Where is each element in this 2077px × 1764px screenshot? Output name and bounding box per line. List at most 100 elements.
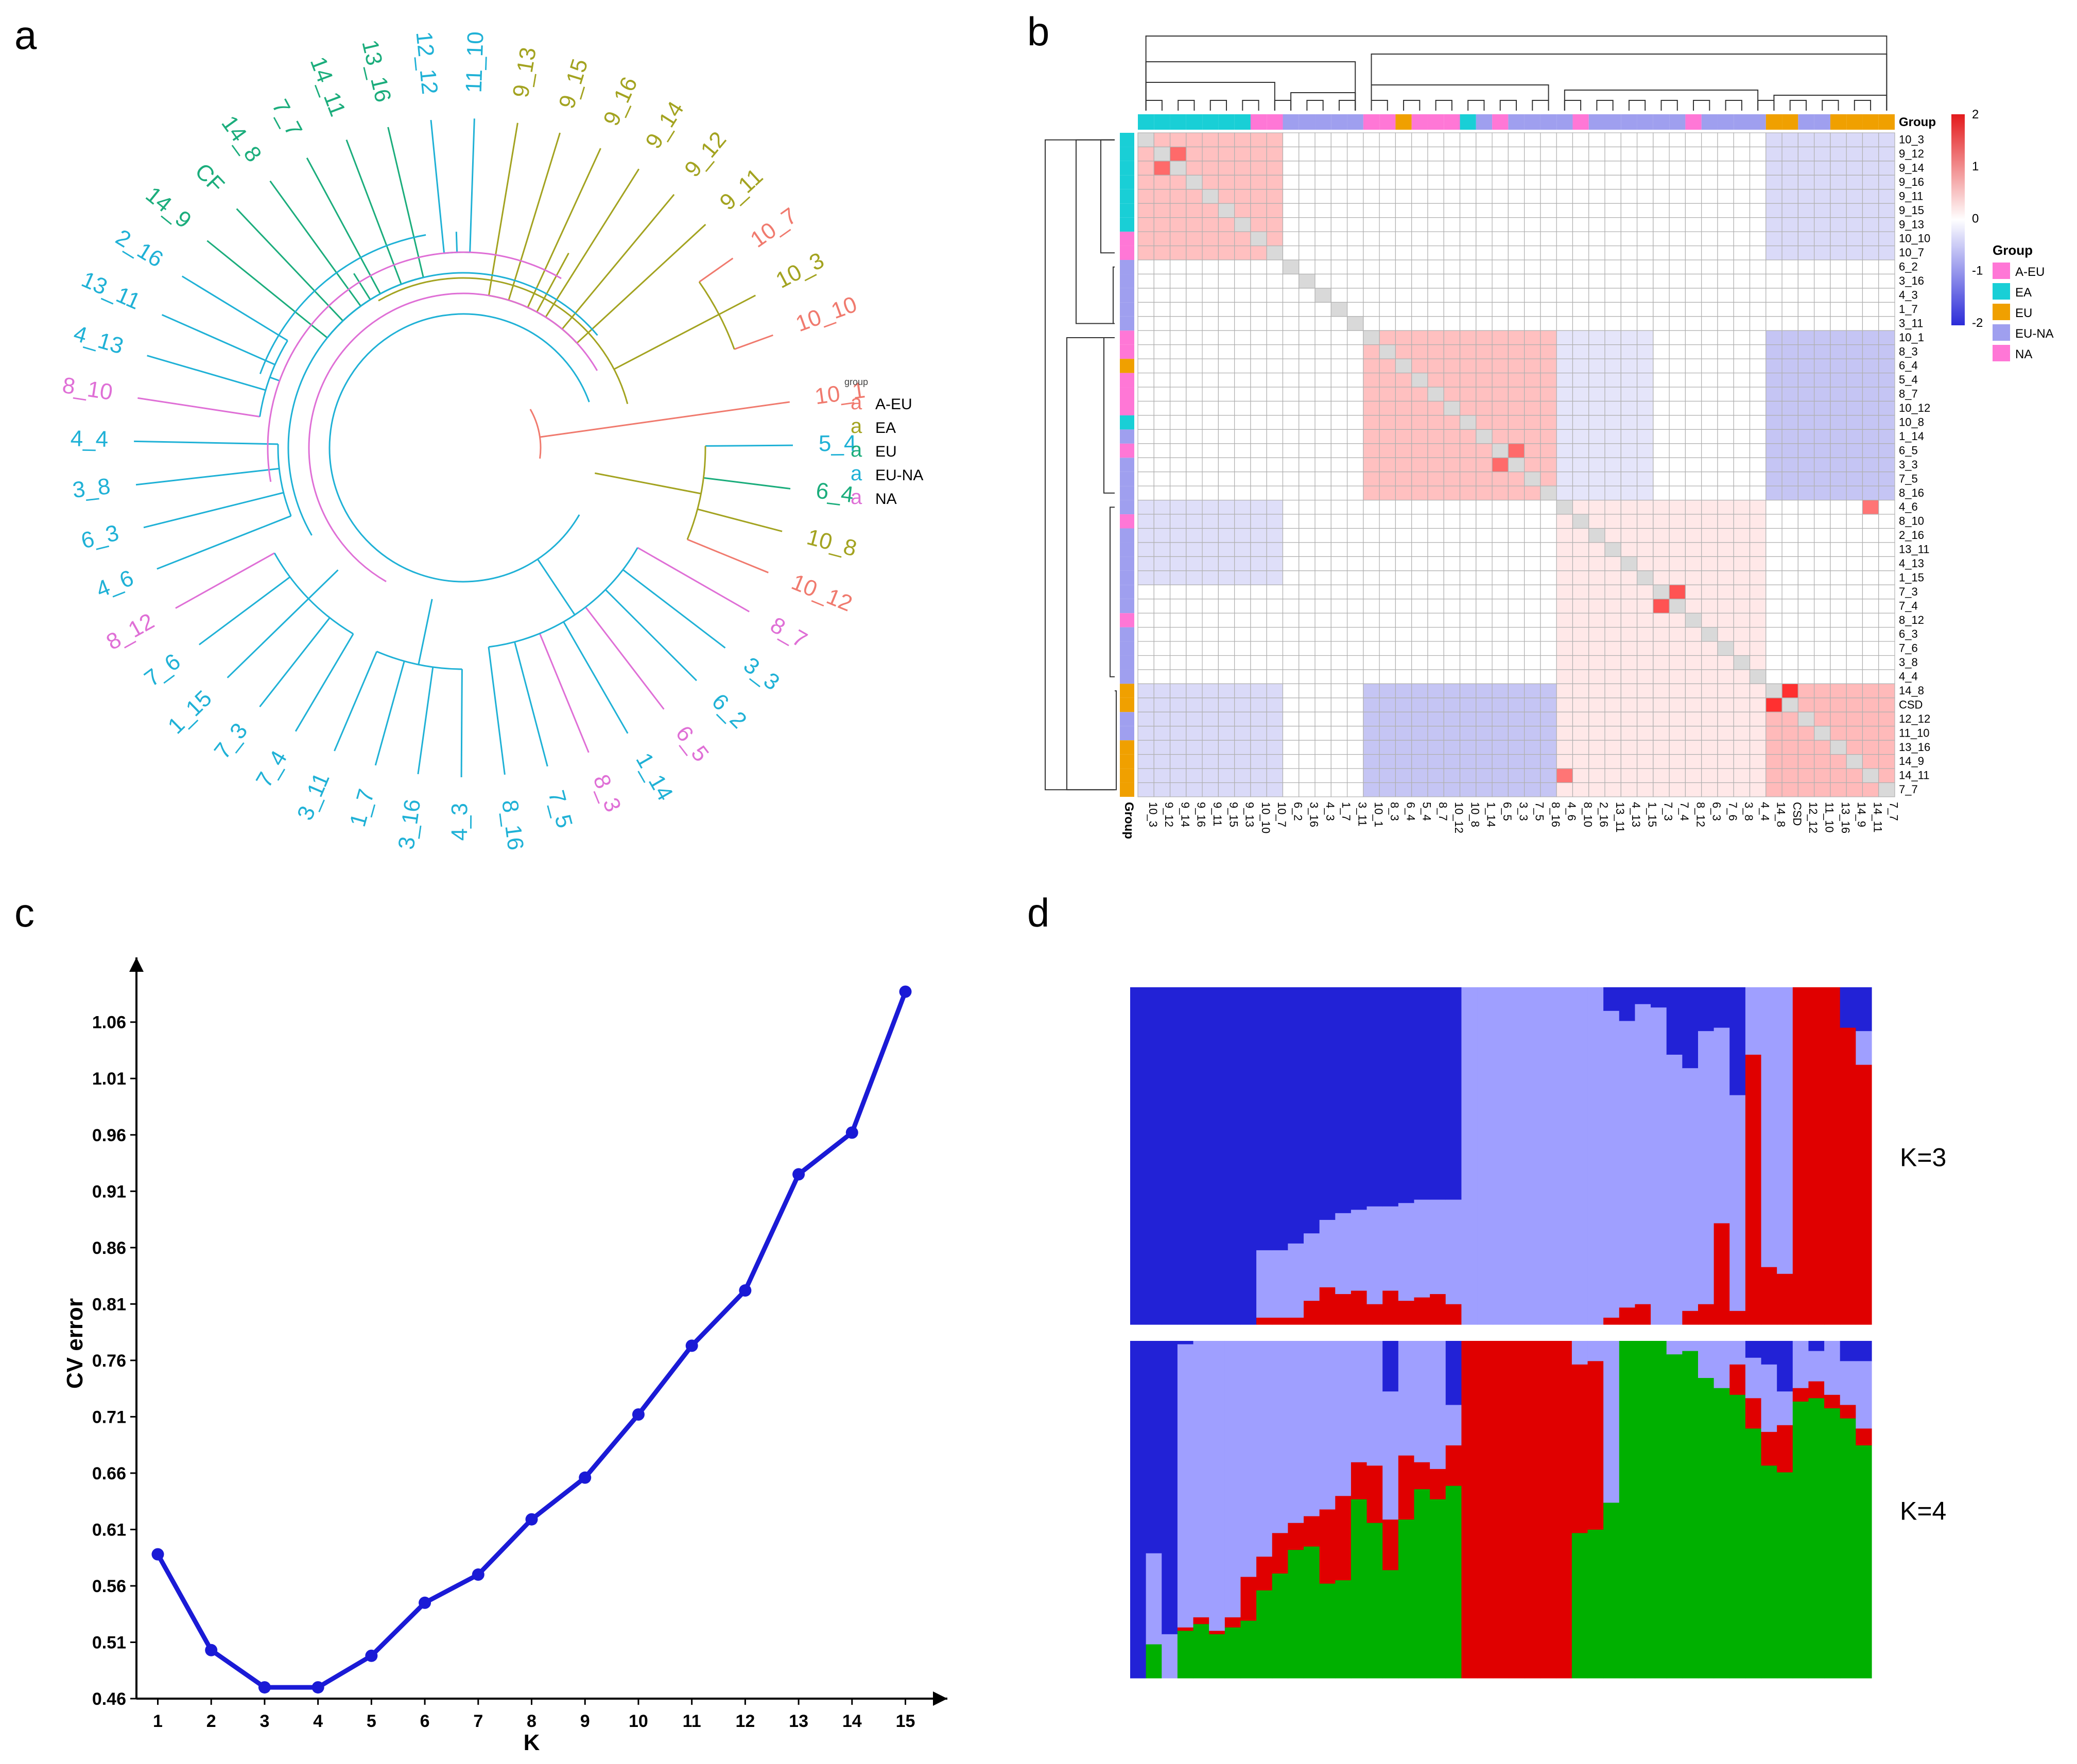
heatmap-cell <box>1540 330 1557 345</box>
heatmap-cell <box>1524 415 1541 430</box>
heatmap-cell <box>1379 443 1396 458</box>
heatmap-cell <box>1540 485 1557 501</box>
heatmap-cell <box>1588 387 1605 402</box>
heatmap-cell <box>1733 245 1751 260</box>
heatmap-cell <box>1476 669 1493 685</box>
heatmap-cell <box>1814 316 1831 331</box>
heatmap-cell <box>1717 740 1734 755</box>
heatmap-cell <box>1878 443 1895 458</box>
heatmap-cell <box>1766 400 1782 416</box>
heatmap-cell <box>1330 457 1348 473</box>
heatmap-cell <box>1556 429 1573 444</box>
heatmap-cell <box>1411 330 1428 345</box>
group-annotation-col <box>1814 114 1830 130</box>
heatmap-cell <box>1411 542 1428 557</box>
heatmap-cell <box>1749 599 1767 614</box>
heatmap-cell <box>1346 627 1364 642</box>
structure-bar-segment <box>1729 1364 1746 1395</box>
heatmap-cell <box>1830 697 1847 712</box>
heatmap-cell <box>1153 500 1171 515</box>
heatmap-cell <box>1330 217 1348 232</box>
heatmap-cell <box>1282 203 1300 218</box>
heatmap-cell <box>1427 443 1444 458</box>
heatmap-cell <box>1395 669 1412 685</box>
legend-key: a <box>851 486 862 509</box>
heatmap-cell <box>1186 443 1203 458</box>
x-tick-label: 8 <box>527 1711 536 1731</box>
heatmap-cell <box>1137 273 1154 289</box>
structure-bar-segment <box>1288 1341 1304 1524</box>
heatmap-cell <box>1330 669 1348 685</box>
structure-bar-segment <box>1304 987 1320 1234</box>
heatmap-cell <box>1636 528 1654 543</box>
dendrogram-branch <box>181 275 288 341</box>
heatmap-cell <box>1749 146 1767 162</box>
heatmap-cell <box>1862 500 1879 515</box>
heatmap-cell <box>1749 387 1767 402</box>
heatmap-cell <box>1346 556 1364 571</box>
heatmap-cell <box>1299 302 1316 317</box>
heatmap-cell <box>1153 570 1171 585</box>
heatmap-cell <box>1604 174 1621 190</box>
group-annotation-col <box>1444 114 1460 130</box>
heatmap-cell <box>1153 203 1171 218</box>
heatmap-cell <box>1282 344 1300 359</box>
dendrogram-branch <box>539 633 590 753</box>
heatmap-cell <box>1266 669 1284 685</box>
heatmap-cell <box>1346 754 1364 769</box>
heatmap-cell <box>1443 302 1461 317</box>
heatmap-cell <box>1363 217 1380 232</box>
structure-bar-segment <box>1729 987 1746 1096</box>
heatmap-cell <box>1218 627 1235 642</box>
heatmap-cell <box>1395 174 1412 190</box>
heatmap-cell <box>1572 302 1589 317</box>
heatmap-cell <box>1186 400 1203 416</box>
heatmap-cell <box>1330 316 1348 331</box>
dendrogram-branch <box>469 118 475 253</box>
heatmap-cell <box>1363 358 1380 374</box>
group-annotation-col <box>1283 114 1299 130</box>
heatmap-cell <box>1476 697 1493 712</box>
heatmap-cell <box>1814 174 1831 190</box>
dendrogram-leaf-label: 2_16 <box>111 224 167 272</box>
heatmap-cell <box>1492 471 1509 486</box>
heatmap-dendrogram <box>1274 100 1292 111</box>
heatmap-cell <box>1234 726 1251 741</box>
heatmap-cell <box>1540 231 1557 247</box>
heatmap-cell <box>1492 330 1509 345</box>
heatmap-cell <box>1701 683 1718 698</box>
structure-bar-segment <box>1256 1341 1273 1557</box>
heatmap-cell <box>1717 726 1734 741</box>
heatmap-col-label: 10_12 <box>1452 802 1465 833</box>
heatmap-cell <box>1717 189 1734 204</box>
group-annotation-col <box>1379 114 1396 130</box>
heatmap-cell <box>1749 316 1767 331</box>
heatmap-cell <box>1379 161 1396 176</box>
heatmap-cell <box>1717 584 1734 600</box>
heatmap-cell <box>1862 782 1879 797</box>
heatmap-cell <box>1572 387 1589 402</box>
heatmap-cell <box>1314 259 1331 275</box>
heatmap-cell <box>1588 556 1605 571</box>
heatmap-cell <box>1299 429 1316 444</box>
heatmap-cell <box>1669 189 1686 204</box>
heatmap-cell <box>1218 528 1235 543</box>
heatmap-cell <box>1282 782 1300 797</box>
heatmap-cell <box>1846 697 1863 712</box>
heatmap-cell <box>1540 174 1557 190</box>
heatmap-cell <box>1524 231 1541 247</box>
heatmap-cell <box>1733 372 1751 388</box>
heatmap-col-label: 10_1 <box>1372 802 1385 827</box>
structure-bar-segment <box>1193 1341 1209 1618</box>
heatmap-cell <box>1330 627 1348 642</box>
heatmap-cell <box>1572 584 1589 600</box>
group-annotation-col <box>1572 114 1589 130</box>
heatmap-cell <box>1330 641 1348 656</box>
heatmap-cell <box>1395 344 1412 359</box>
heatmap-cell <box>1572 372 1589 388</box>
heatmap-cell <box>1524 429 1541 444</box>
heatmap-cell <box>1878 570 1895 585</box>
heatmap-cell <box>1669 485 1686 501</box>
heatmap-cell <box>1202 387 1219 402</box>
heatmap-cell <box>1878 514 1895 529</box>
